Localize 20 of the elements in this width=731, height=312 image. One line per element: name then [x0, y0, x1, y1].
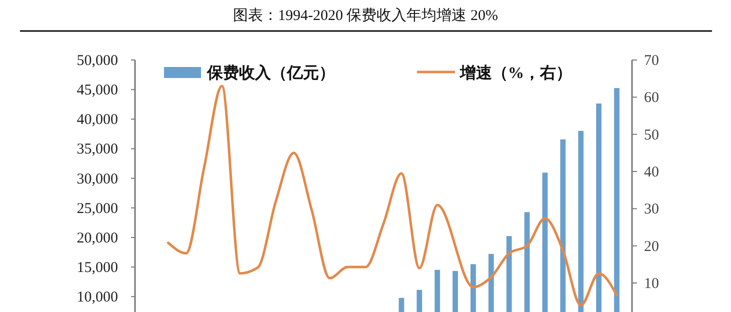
y-tick-label: 20,000	[76, 230, 118, 246]
y2-tick-label: 10	[644, 276, 659, 292]
chart-title: 图表：1994-2020 保费收入年均增速 20%	[233, 7, 498, 24]
y-tick-label: 40,000	[76, 112, 118, 128]
y2-tick-label: 70	[644, 53, 659, 69]
y2-tick-label: 20	[644, 238, 659, 255]
legend-label: 增速（%，右）	[459, 64, 572, 82]
y2-tick-label: 60	[644, 90, 659, 106]
line-series	[166, 84, 618, 307]
y-tick-label: 15,000	[76, 260, 118, 276]
y-tick-label: 30,000	[76, 171, 118, 188]
y-tick-label: 35,000	[76, 142, 118, 158]
y-tick-label: 10,000	[76, 290, 118, 306]
legend-label: 保费收入（亿元）	[206, 64, 335, 82]
y-tick-label: 50,000	[76, 53, 118, 69]
y2-tick-label: 30	[644, 202, 659, 218]
y2-tick-label: 40	[644, 164, 659, 181]
y2-tick-label: 50	[644, 127, 659, 144]
y-tick-label: 25,000	[76, 200, 118, 217]
y-tick-label: 45,000	[76, 82, 118, 99]
